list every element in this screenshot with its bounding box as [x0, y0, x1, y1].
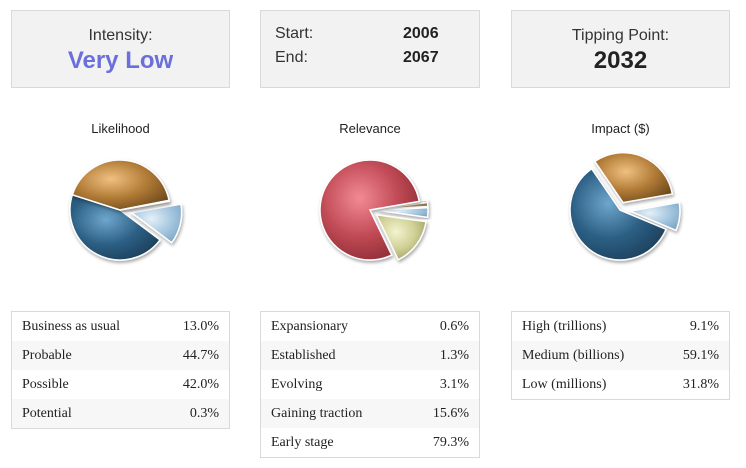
tipping-point-value: 2032	[593, 47, 648, 74]
pie-slice-medium-billions	[569, 167, 668, 261]
date-range-card: Start: 2006 End: 2067	[260, 10, 480, 88]
row-label: Business as usual	[22, 319, 120, 334]
row-value: 3.1%	[439, 377, 469, 392]
table-row: Low (millions) 31.8%	[512, 370, 729, 399]
table-row: Business as usual 13.0%	[12, 312, 229, 341]
impact-pie-chart	[569, 151, 681, 261]
row-value: 44.7%	[182, 348, 219, 363]
likelihood-pie-chart	[69, 159, 183, 261]
table-row: Evolving 3.1%	[261, 370, 479, 399]
intensity-label: Intensity:	[88, 27, 153, 44]
pie-slice-low-millions	[593, 151, 674, 204]
table-row: Early stage 79.3%	[261, 428, 479, 457]
impact-table: High (trillions) 9.1% Medium (billions) 59.…	[511, 311, 730, 400]
table-row: Expansionary 0.6%	[261, 312, 479, 341]
row-label: Possible	[22, 377, 69, 392]
table-row: Gaining traction 15.6%	[261, 399, 479, 428]
start-row: Start: 2006	[275, 25, 465, 43]
end-value: 2067	[403, 49, 439, 66]
pie-slice-gaining-traction	[375, 213, 427, 261]
pie-slice-evolving	[377, 206, 429, 219]
table-row: Established 1.3%	[261, 341, 479, 370]
row-label: Probable	[22, 348, 72, 363]
row-label: Expansionary	[271, 319, 348, 334]
intensity-card: Intensity: Very Low	[11, 10, 230, 88]
row-value: 42.0%	[182, 377, 219, 392]
row-label: Gaining traction	[271, 406, 363, 421]
row-label: Established	[271, 348, 336, 363]
row-label: Potential	[22, 406, 72, 421]
pie-slice-potential	[119, 199, 171, 211]
pie-slice-early-stage	[319, 159, 421, 261]
impact-chart-title: Impact ($)	[591, 121, 650, 136]
row-label: Low (millions)	[522, 377, 607, 392]
relevance-chart-title: Relevance	[339, 121, 401, 136]
relevance-pie-chart	[319, 159, 429, 261]
row-value: 59.1%	[682, 348, 719, 363]
table-row: Medium (billions) 59.1%	[512, 341, 729, 370]
row-label: Early stage	[271, 435, 334, 450]
row-value: 13.0%	[182, 319, 219, 334]
pie-slice-established	[377, 201, 429, 210]
row-value: 79.3%	[432, 435, 469, 450]
start-value: 2006	[403, 25, 439, 42]
row-value: 31.8%	[682, 377, 719, 392]
tipping-point-card: Tipping Point: 2032	[511, 10, 730, 88]
end-label: End:	[275, 49, 308, 66]
table-row: Possible 42.0%	[12, 370, 229, 399]
row-label: Evolving	[271, 377, 323, 392]
likelihood-chart-title: Likelihood	[91, 121, 150, 136]
row-label: Medium (billions)	[522, 348, 625, 363]
pie-slice-probable	[69, 193, 162, 261]
row-value: 0.3%	[189, 406, 219, 421]
likelihood-table: Business as usual 13.0% Probable 44.7% Possi…	[11, 311, 230, 429]
tipping-point-label: Tipping Point:	[571, 27, 670, 44]
end-row: End: 2067	[275, 49, 465, 67]
row-value: 1.3%	[439, 348, 469, 363]
row-value: 15.6%	[432, 406, 469, 421]
row-label: High (trillions)	[522, 319, 607, 334]
start-label: Start:	[275, 25, 314, 42]
table-row: Potential 0.3%	[12, 399, 229, 428]
pie-slice-high-trillions	[627, 201, 681, 232]
row-value: 9.1%	[689, 319, 719, 334]
row-value: 0.6%	[439, 319, 469, 334]
relevance-table: Expansionary 0.6% Established 1.3% Evolving 3…	[260, 311, 480, 458]
table-row: High (trillions) 9.1%	[512, 312, 729, 341]
pie-slice-possible	[71, 159, 170, 211]
pie-slice-business-as-usual	[129, 203, 183, 244]
table-row: Probable 44.7%	[12, 341, 229, 370]
intensity-value: Very Low	[67, 47, 174, 74]
